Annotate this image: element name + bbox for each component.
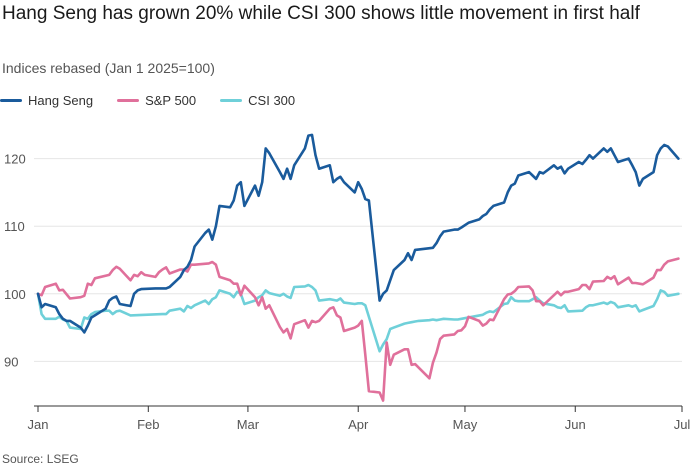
- y-tick-label-110: 110: [4, 219, 25, 234]
- chart-title: Hang Seng has grown 20% while CSI 300 sh…: [2, 3, 640, 24]
- y-tick-label-90: 90: [4, 354, 18, 369]
- legend-label-hang-seng: Hang Seng: [28, 92, 94, 108]
- series-line-hang-seng: [36, 133, 680, 334]
- y-tick-label-120: 120: [4, 152, 26, 167]
- series-line-sp500: [36, 257, 680, 402]
- x-tick-label-apr: Apr: [348, 417, 369, 432]
- x-tick-label-jul: Jul: [674, 417, 691, 432]
- x-tick-label-mar: Mar: [237, 417, 260, 432]
- chart-subtitle: Indices rebased (Jan 1 2025=100): [2, 60, 215, 76]
- legend-swatch-sp500: [117, 98, 140, 102]
- legend-item-csi300: CSI 300: [220, 93, 295, 108]
- legend-item-hang-seng: Hang Seng: [0, 93, 93, 108]
- legend: Hang Seng S&P 500 CSI 300: [0, 90, 319, 110]
- source-note: Source: LSEG: [2, 452, 79, 466]
- y-tick-label-100: 100: [4, 287, 26, 302]
- legend-swatch-csi300: [220, 98, 243, 102]
- x-tick-label-may: May: [453, 417, 478, 432]
- legend-label-sp500: S&P 500: [145, 92, 197, 108]
- x-tick-label-jun: Jun: [565, 417, 586, 432]
- x-tick-label-feb: Feb: [137, 417, 159, 432]
- x-tick-label-jan: Jan: [28, 417, 49, 432]
- legend-label-csi300: CSI 300: [248, 92, 296, 108]
- legend-item-sp500: S&P 500: [117, 93, 196, 108]
- legend-swatch-hang-seng: [0, 98, 22, 102]
- series-line-csi300: [36, 283, 680, 353]
